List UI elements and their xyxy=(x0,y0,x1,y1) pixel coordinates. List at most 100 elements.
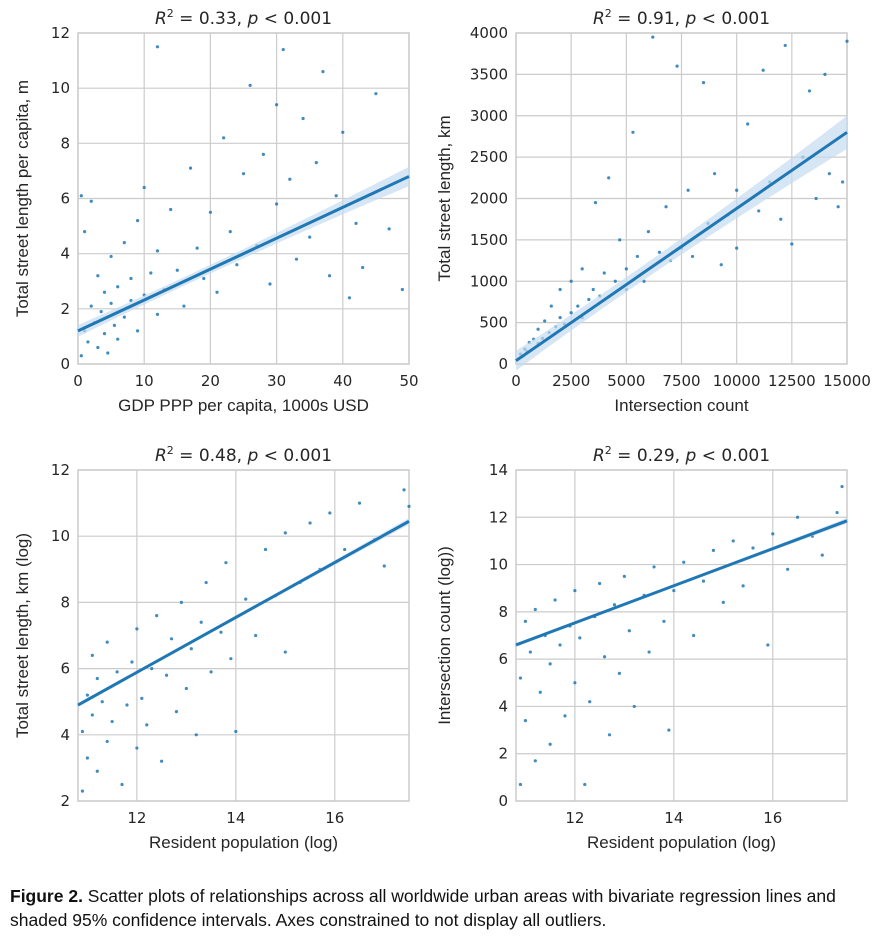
y-tick-label: 2 xyxy=(60,792,70,810)
data-point xyxy=(222,136,226,140)
regression-line xyxy=(77,519,410,707)
data-point xyxy=(248,83,252,88)
data-point xyxy=(538,690,542,694)
x-tick-label: 2500 xyxy=(552,372,590,390)
caption-text: Scatter plots of relationships across al… xyxy=(10,886,836,930)
data-point xyxy=(95,676,99,681)
data-point xyxy=(731,539,735,543)
data-point xyxy=(155,249,160,253)
data-point xyxy=(569,311,573,315)
confidence-band xyxy=(78,166,409,337)
y-tick-label: 6 xyxy=(60,190,70,208)
data-point xyxy=(576,304,580,308)
y-tick-label: 3500 xyxy=(470,65,508,83)
data-point xyxy=(261,152,265,156)
data-point xyxy=(164,673,169,677)
data-point xyxy=(99,309,103,314)
data-point xyxy=(607,176,611,180)
data-point xyxy=(175,268,179,272)
data-point xyxy=(613,279,617,283)
data-point xyxy=(664,205,668,209)
data-point xyxy=(96,345,100,350)
data-point xyxy=(523,719,528,723)
data-point xyxy=(89,199,93,203)
data-point xyxy=(116,285,120,289)
y-tick-label: 8 xyxy=(60,593,70,611)
data-point xyxy=(347,296,352,300)
data-point xyxy=(766,643,770,647)
data-point xyxy=(835,510,839,515)
data-point xyxy=(129,276,133,281)
data-point xyxy=(116,337,120,341)
figure-caption: Figure 2. Scatter plots of relationships… xyxy=(10,884,885,932)
data-point xyxy=(229,657,233,661)
x-tick-label: 0 xyxy=(511,372,521,390)
y-tick-label: 6 xyxy=(498,650,508,668)
data-point xyxy=(836,205,840,209)
x-tick-label: 12500 xyxy=(768,372,816,390)
data-point xyxy=(612,603,617,607)
y-tick-label: 0 xyxy=(498,355,508,373)
data-point xyxy=(675,64,679,68)
y-tick-label: 4 xyxy=(60,245,70,263)
y-tick-label: 10 xyxy=(489,556,508,574)
data-point xyxy=(543,319,547,323)
data-point xyxy=(334,194,338,198)
data-point xyxy=(327,274,332,278)
data-point xyxy=(288,177,292,181)
y-tick-label: 4 xyxy=(498,697,508,715)
data-point xyxy=(174,710,179,714)
x-tick-label: 10 xyxy=(135,372,154,390)
data-point xyxy=(518,676,523,680)
y-tick-label: 0 xyxy=(60,355,70,373)
data-point xyxy=(790,242,794,246)
data-point xyxy=(120,782,124,787)
data-point xyxy=(827,172,831,176)
data-point xyxy=(294,257,299,261)
data-point xyxy=(90,653,94,657)
x-tick-label: 16 xyxy=(325,809,344,827)
data-point xyxy=(179,600,184,605)
data-point xyxy=(672,588,676,593)
data-point xyxy=(169,207,173,212)
data-point xyxy=(558,316,562,320)
chart-3: 12 14 16 2 4 6 8 10 12 R2 = 0.48, p < 0.001 Reside… xyxy=(13,444,411,852)
data-point xyxy=(761,68,765,72)
y-tick-label: 12 xyxy=(51,24,70,42)
data-point xyxy=(235,263,239,267)
data-point xyxy=(109,254,113,259)
y-axis-label: Total street length per capita, m xyxy=(13,80,32,317)
data-point xyxy=(692,633,696,638)
data-point xyxy=(80,729,85,734)
data-point xyxy=(361,265,365,270)
data-point xyxy=(735,246,739,250)
data-point xyxy=(602,271,606,275)
y-tick-label: 1000 xyxy=(470,272,508,290)
y-tick-label: 4 xyxy=(60,726,70,744)
y-tick-label: 2 xyxy=(498,745,508,763)
data-point xyxy=(624,267,628,271)
data-point xyxy=(686,188,690,192)
x-axis-label: Intersection count xyxy=(614,396,748,415)
y-tick-label: 12 xyxy=(489,508,508,526)
x-tick-label: 5000 xyxy=(607,372,645,390)
data-point xyxy=(182,304,186,308)
data-point xyxy=(89,304,93,308)
data-point xyxy=(602,655,607,659)
data-point xyxy=(814,196,818,201)
data-point xyxy=(631,130,635,134)
y-axis-label: Total street length, km xyxy=(435,115,454,281)
x-axis-label: Resident population (log) xyxy=(587,833,776,852)
x-tick-label: 50 xyxy=(399,372,418,390)
data-point xyxy=(682,560,686,564)
data-point xyxy=(618,238,622,242)
y-tick-label: 2000 xyxy=(470,190,508,208)
data-point xyxy=(283,650,287,654)
x-tick-label: 12 xyxy=(565,809,584,827)
data-point xyxy=(627,629,631,633)
data-point xyxy=(354,221,358,225)
data-point xyxy=(771,532,775,536)
data-point xyxy=(583,782,587,787)
data-point xyxy=(607,733,612,737)
plot-frame xyxy=(515,32,848,365)
